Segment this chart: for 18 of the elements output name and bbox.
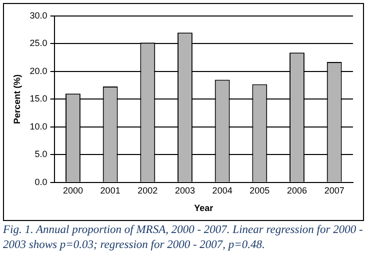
caption: Fig. 1. Annual proportion of MRSA, 2000 - 2007. Linear regression for 2000 - 2003 shows p=0.03; regression for 2000 - 2007, p=0.48.	[3, 223, 364, 253]
x-tick-label: 2004	[212, 185, 232, 196]
y-tick-label: 10.0	[30, 121, 48, 132]
y-tick-label: 0.0	[34, 176, 48, 187]
x-tick-label: 2000	[62, 185, 83, 196]
y-axis-title: Percent (%)	[12, 74, 22, 124]
x-tick-label: 2002	[138, 185, 158, 196]
y-tick-label: 20.0	[30, 66, 48, 76]
x-tick-label: 2001	[100, 185, 120, 196]
x-tick-label: 2005	[250, 185, 270, 196]
x-tick-label: 2003	[174, 185, 196, 196]
y-tick-label: 30.0	[30, 10, 48, 20]
y-tick-label: 5.0	[34, 149, 48, 160]
y-tick-label: 15.0	[30, 94, 48, 104]
y-tick-label: 25.0	[30, 38, 48, 48]
x-tick-label: 2007	[324, 185, 344, 196]
x-tick-label: 2006	[286, 185, 308, 196]
x-axis-title: Year	[194, 203, 214, 214]
